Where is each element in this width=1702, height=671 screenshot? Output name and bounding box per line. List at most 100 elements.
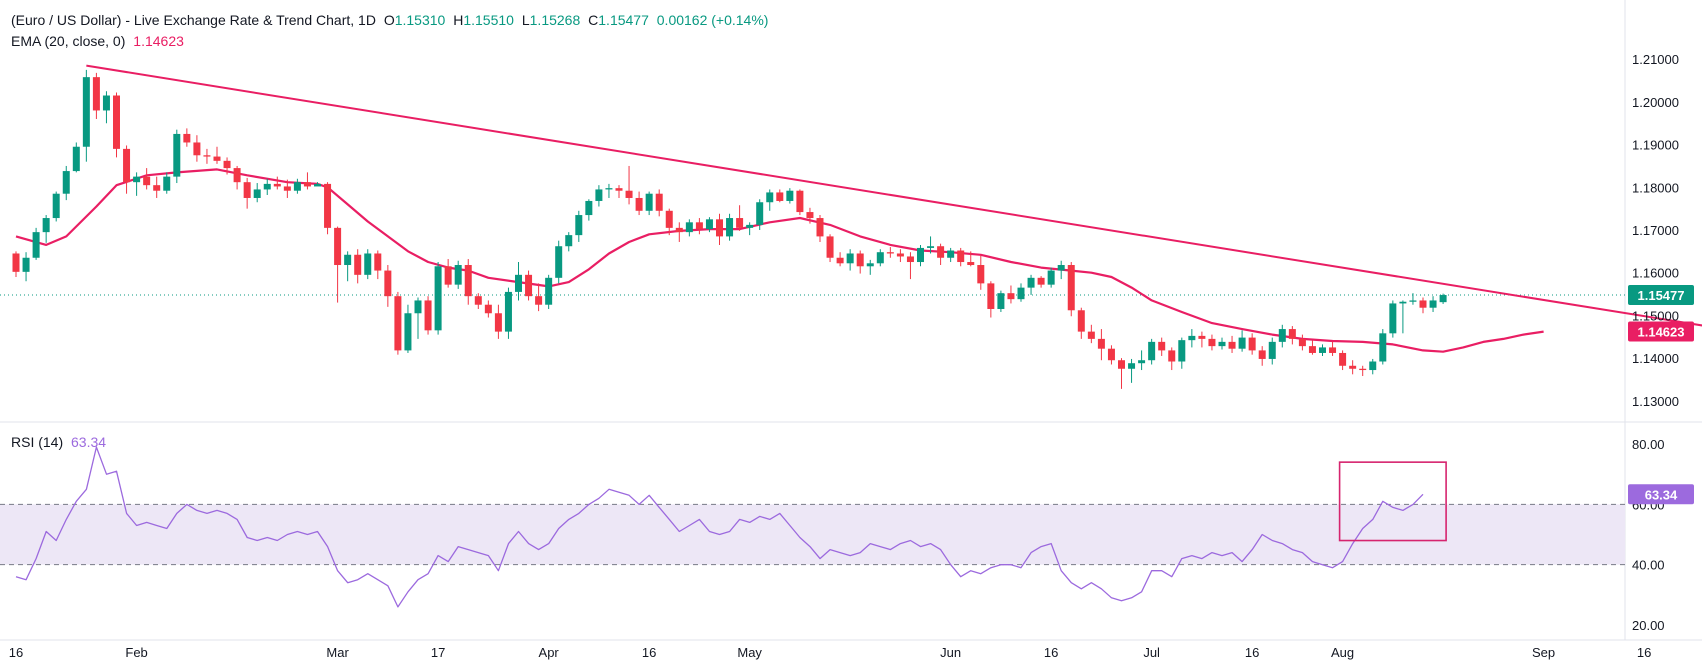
candle-body [464,265,472,297]
candle [102,91,110,124]
time-tick-label: Jun [940,645,961,660]
candle-body [113,95,120,149]
candle [927,236,935,254]
ema-legend-label: EMA (20, close, 0) [11,33,126,49]
candle-body [917,247,924,263]
candle [937,243,945,266]
candle-body [1037,277,1045,285]
candle-body [1298,338,1306,347]
candle-body [856,253,864,267]
candle [605,183,613,198]
candle [746,222,754,236]
candle-body [796,190,804,213]
candle-body [987,283,995,309]
candle [615,185,623,198]
candle [1278,324,1286,348]
candle-body [1389,303,1397,334]
candle [1158,337,1166,356]
candle-body [1107,348,1115,361]
ema-series [15,168,1544,353]
candle [655,189,663,217]
close-label: C [588,12,599,28]
time-tick-label: May [737,645,762,660]
candle-body [997,293,1005,309]
time-tick-label: Sep [1532,645,1555,660]
candle-body [434,266,442,331]
candle [153,176,161,198]
candle-body [1208,338,1216,347]
rsi-band [0,503,1625,566]
candle-body [364,253,372,275]
candle [1298,334,1306,351]
candle [1148,338,1156,365]
rsi-highlight-box [1338,461,1447,542]
candle [575,210,583,242]
candle [72,142,80,173]
candle [967,251,975,267]
candle [113,92,120,158]
candle-body [1379,333,1387,362]
ema-legend-value: 1.14623 [133,33,184,49]
candles [12,69,1447,389]
candle [977,255,985,290]
candle-body [1238,337,1246,349]
candle-body [615,188,623,191]
candle [896,249,904,263]
candle-body [414,300,422,314]
candle [1097,329,1105,361]
high-label: H [453,12,464,28]
candle-body [133,176,141,183]
candle-body [22,257,30,272]
candle [454,260,462,289]
candle-body [927,246,935,248]
candle [404,304,412,353]
candle [414,297,422,339]
ema-badge: 1.14623 [1628,321,1694,342]
candle [665,208,673,236]
rsi-legend-label: RSI (14) [11,434,64,450]
candle-body [1228,341,1236,349]
candle [786,188,794,204]
candle-body [776,192,784,201]
candle-body [293,182,301,191]
time-tick-label: 16 [1245,645,1259,660]
candle [1128,358,1136,383]
candle-body [243,182,251,198]
candle [303,172,311,190]
candle-body [736,218,744,228]
rsi-band-fill [0,504,1625,565]
candle [1118,358,1125,389]
candle-body [334,227,342,266]
candle-body [1067,265,1075,311]
candle-body [957,250,965,263]
candle [1208,334,1216,351]
candle [1198,331,1206,348]
price-tick-label: 1.17000 [1632,223,1679,238]
candle [906,252,914,280]
candle-body [1308,346,1316,353]
rsi-badge-text: 63.34 [1645,487,1678,502]
time-tick-label: Mar [326,645,349,660]
candle [1178,337,1186,369]
candle [1258,346,1266,366]
candle [364,249,372,280]
candle [1138,350,1146,371]
time-axis: 16 Feb Mar 17 Apr 16 May Jun 16 Jul 16 Aug Sep 16 [9,645,1652,660]
rsi-badge: 63.34 [1628,484,1694,505]
low-value: 1.15268 [529,12,581,28]
candle [434,262,442,335]
candle [1087,324,1095,344]
candle-body [1258,350,1266,359]
candle-body [1349,365,1357,369]
candle [1037,276,1045,288]
trendline-segment [86,64,1702,327]
candle-body [525,274,533,297]
candle [1349,360,1357,375]
candle-body [1218,341,1226,347]
candle [32,227,40,260]
candle [756,199,764,230]
candle-body [1268,341,1276,359]
candle-body [1248,337,1256,351]
high-value: 1.15510 [463,12,514,28]
